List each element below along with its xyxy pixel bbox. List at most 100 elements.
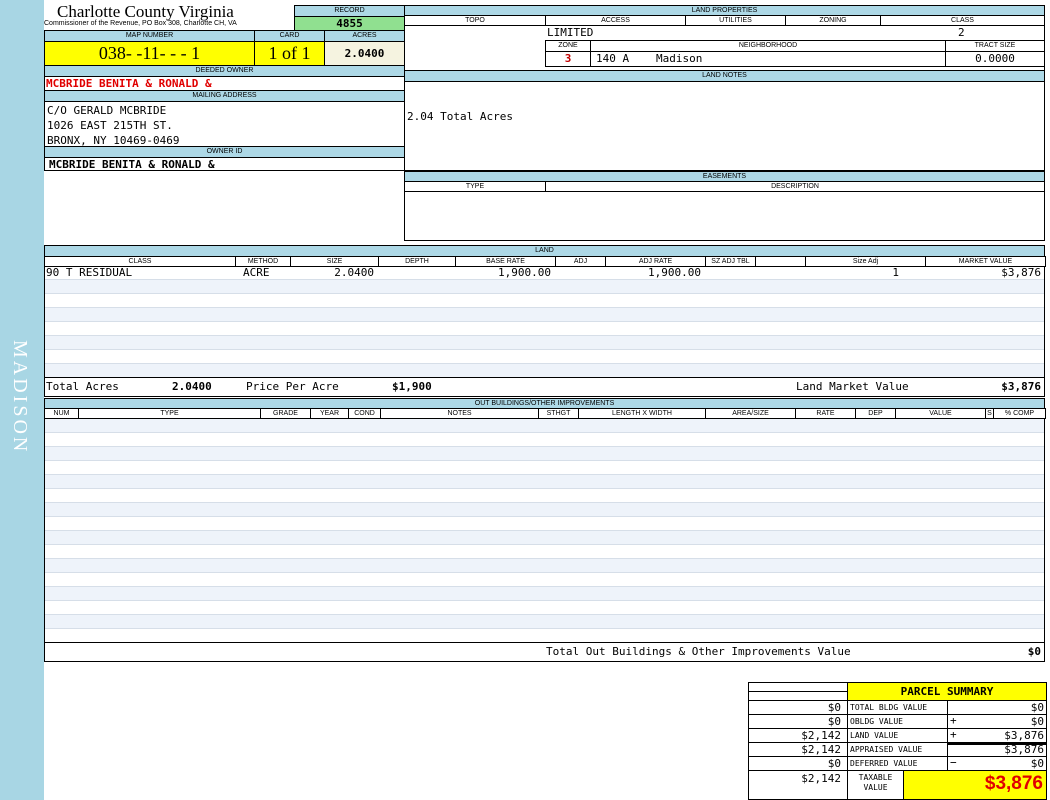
summary-value: $0 [1030, 757, 1044, 770]
mailing-address: C/O GERALD MCBRIDE 1026 EAST 215TH ST. B… [44, 101, 405, 147]
land-notes: 2.04 Total Acres [404, 81, 1045, 171]
neighborhood-cell [590, 51, 946, 67]
table-row [45, 364, 1044, 378]
table-row [45, 517, 1044, 531]
table-row [45, 601, 1044, 615]
outbuildings-column-header: VALUE [895, 408, 986, 419]
outbuildings-column-header: STHGT [538, 408, 579, 419]
table-row [45, 461, 1044, 475]
table-row [45, 559, 1044, 573]
table-row [45, 545, 1044, 559]
outbuildings-column-header: LENGTH X WIDTH [578, 408, 706, 419]
summary-prev-value: $0 [748, 700, 848, 715]
outbuildings-total-value: $0 [1027, 645, 1041, 658]
address-line: 1026 EAST 215TH ST. [47, 119, 173, 132]
table-row [45, 336, 1044, 350]
summary-prev-value: $2,142 [748, 728, 848, 743]
taxable-value: $3,876 [903, 770, 1047, 800]
neighborhood-code: 140 A [596, 52, 630, 65]
easements-body [404, 191, 1045, 241]
outbuildings-column-header: % COMP [993, 408, 1046, 419]
summary-prev-value: $2,142 [748, 742, 848, 757]
sidebar-label: MADISON [9, 340, 31, 455]
land-column-header: MARKET VALUE [925, 256, 1046, 267]
outbuildings-column-header: NUM [44, 408, 79, 419]
summary-value: $0 [1030, 701, 1044, 714]
price-per-acre: $1,900 [392, 380, 432, 393]
summary-value: $3,876 [1004, 729, 1044, 742]
table-row [45, 322, 1044, 336]
outbuildings-column-header: GRADE [260, 408, 311, 419]
outbuildings-column-header: NOTES [380, 408, 539, 419]
land-cell: ACRE [243, 266, 270, 279]
summary-operator: + [950, 714, 957, 727]
outbuildings-column-header: YEAR [310, 408, 349, 419]
page-title: Charlotte County Virginia [57, 2, 234, 21]
deeded-owner: MCBRIDE BENITA & RONALD & [44, 76, 405, 91]
class-value: 2 [958, 26, 965, 39]
land-cell: 1,900.00 [498, 266, 551, 279]
table-row [45, 350, 1044, 364]
total-acres: 2.0400 [172, 380, 212, 393]
land-cell: 1 [892, 266, 899, 279]
taxable-prev: $2,142 [748, 770, 848, 800]
summary-label: OBLDG VALUE [847, 714, 948, 729]
tract-size-value: 0.0000 [945, 51, 1045, 67]
neighborhood-value: Madison [656, 52, 703, 65]
sidebar: MADISON [0, 0, 44, 800]
zone-value: 3 [545, 51, 591, 67]
outbuildings-column-header: AREA/SIZE [705, 408, 796, 419]
summary-label: APPRAISED VALUE [847, 742, 948, 757]
summary-label: DEFERRED VALUE [847, 756, 948, 771]
table-row [45, 266, 1044, 280]
outbuildings-total: Total Out Buildings & Other Improvements… [44, 642, 1045, 662]
table-row [45, 475, 1044, 489]
table-row [45, 433, 1044, 447]
table-row [45, 503, 1044, 517]
table-row [45, 308, 1044, 322]
owner-id: MCBRIDE BENITA & RONALD & [44, 157, 405, 171]
outbuildings-total-label: Total Out Buildings & Other Improvements… [546, 645, 851, 658]
summary-label: TOTAL BLDG VALUE [847, 700, 948, 715]
map-number: 038- -11- - - 1 [44, 41, 255, 66]
land-totals: Total Acres 2.0400 Price Per Acre $1,900… [44, 377, 1045, 397]
summary-value: $3,876 [1004, 743, 1044, 756]
summary-prev-value: $0 [748, 756, 848, 771]
outbuildings-column-header: DEP [855, 408, 896, 419]
table-row [45, 489, 1044, 503]
outbuildings-column-header: RATE [795, 408, 856, 419]
outbuildings-column-header: COND [348, 408, 381, 419]
table-row [45, 531, 1044, 545]
table-row [45, 629, 1044, 643]
summary-value: $0 [1030, 715, 1044, 728]
land-market-value: $3,876 [1001, 380, 1041, 393]
total-acres-label: Total Acres [46, 380, 119, 393]
land-cell: 2.0400 [334, 266, 374, 279]
table-row [45, 587, 1044, 601]
land-cell: 90 T RESIDUAL [46, 266, 133, 279]
class-header: CLASS [880, 15, 1045, 26]
taxable-label: TAXABLE VALUE [847, 770, 904, 800]
access-value: LIMITED [547, 26, 594, 39]
table-row [45, 447, 1044, 461]
address-line: BRONX, NY 10469-0469 [47, 134, 180, 147]
table-row [45, 280, 1044, 294]
table-row [45, 419, 1044, 433]
summary-label: LAND VALUE [847, 728, 948, 743]
record-value: 4855 [294, 16, 405, 31]
outbuildings-column-header: TYPE [78, 408, 261, 419]
table-row [45, 615, 1044, 629]
summary-prev-value: $0 [748, 714, 848, 729]
page-subtitle: Commissioner of the Revenue, PO Box 308,… [44, 20, 237, 27]
acres-value: 2.0400 [324, 41, 405, 66]
parcel-summary-title: PARCEL SUMMARY [847, 682, 1047, 701]
table-row [45, 294, 1044, 308]
price-per-acre-label: Price Per Acre [246, 380, 339, 393]
land-market-value-label: Land Market Value [796, 380, 909, 393]
summary-operator: − [950, 756, 957, 769]
land-cell: $3,876 [1001, 266, 1041, 279]
land-cell: 1,900.00 [648, 266, 701, 279]
card-value: 1 of 1 [254, 41, 325, 66]
summary-operator: + [950, 728, 957, 741]
table-row [45, 573, 1044, 587]
